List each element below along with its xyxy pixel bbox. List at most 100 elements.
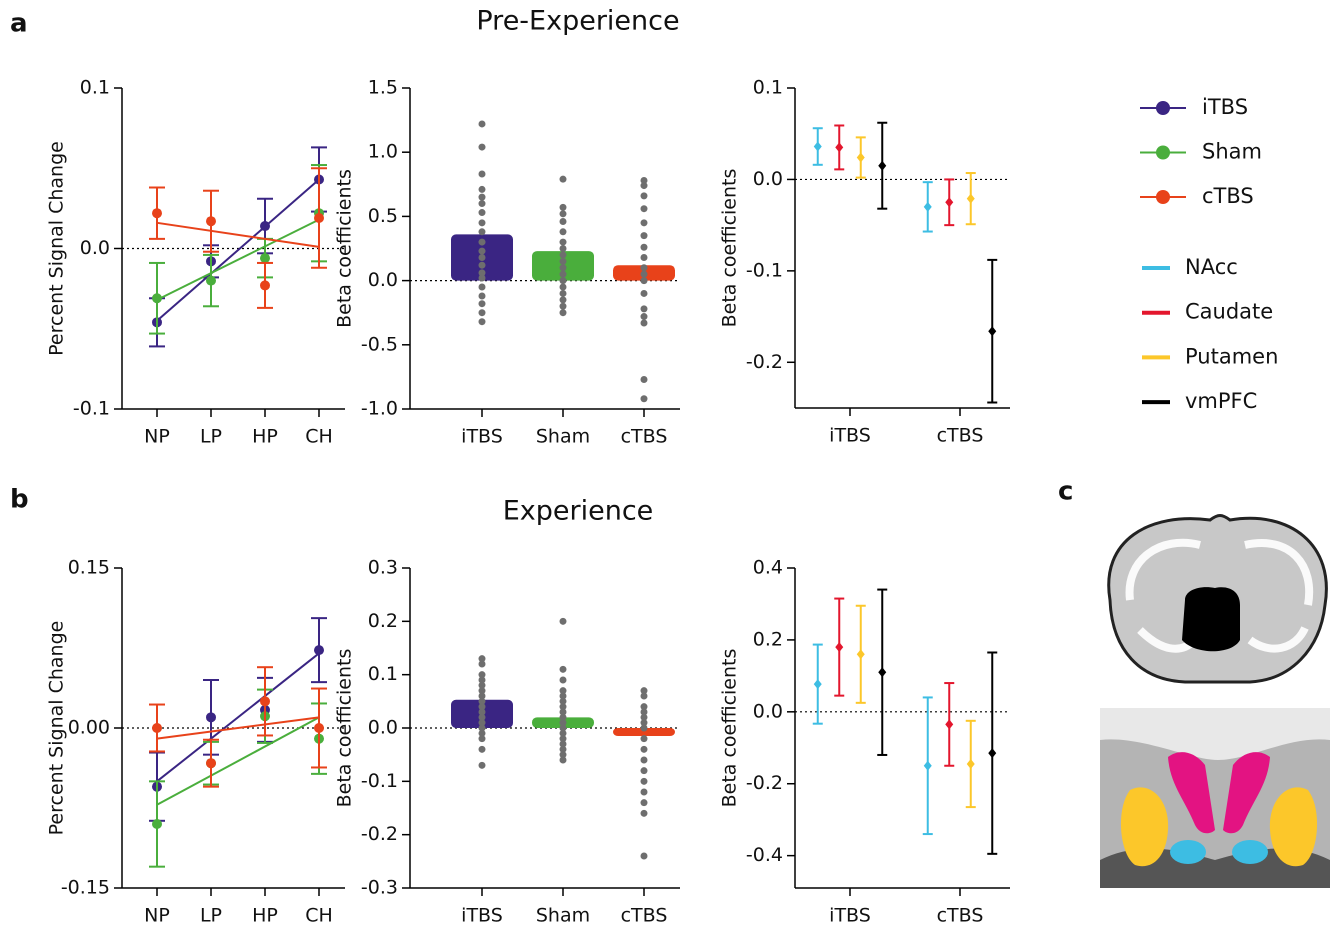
legend-label: Putamen bbox=[1185, 344, 1278, 368]
point bbox=[260, 696, 270, 706]
subject-point bbox=[641, 277, 648, 284]
x-tick-label: iTBS bbox=[461, 905, 503, 927]
subject-point bbox=[641, 376, 648, 383]
panel-label: a bbox=[10, 9, 28, 39]
subject-point bbox=[560, 296, 567, 303]
y-tick-label: -0.2 bbox=[746, 772, 783, 794]
subject-point bbox=[479, 293, 486, 300]
brain-coronal-image bbox=[1098, 508, 1330, 690]
y-tick-label: -0.3 bbox=[361, 877, 398, 899]
point bbox=[152, 723, 162, 733]
x-tick-label: iTBS bbox=[829, 425, 871, 447]
subject-point bbox=[560, 277, 567, 284]
subject-point bbox=[560, 618, 567, 625]
subject-point bbox=[641, 205, 648, 212]
x-tick-label: LP bbox=[200, 426, 222, 448]
subject-point bbox=[560, 284, 567, 291]
subject-point bbox=[479, 171, 486, 178]
subject-point bbox=[641, 810, 648, 817]
y-tick-label: 0.1 bbox=[753, 77, 783, 99]
subject-point bbox=[560, 309, 567, 316]
y-tick-label: 0.0 bbox=[753, 168, 783, 190]
y-tick-label: 0.2 bbox=[368, 610, 398, 632]
subject-point bbox=[479, 762, 486, 769]
y-tick-label: -0.15 bbox=[61, 877, 110, 899]
y-tick-label: 0.0 bbox=[368, 717, 398, 739]
y-tick-label: 0.4 bbox=[753, 557, 783, 579]
subject-point bbox=[641, 395, 648, 402]
y-tick-label: 1.5 bbox=[368, 77, 398, 99]
y-axis-label: Percent Signal Change bbox=[46, 621, 68, 836]
y-tick-label: 0.5 bbox=[368, 205, 398, 227]
y-tick-label: -0.1 bbox=[361, 770, 398, 792]
legend-marker bbox=[1156, 101, 1170, 115]
subject-point bbox=[641, 290, 648, 297]
x-tick-label: iTBS bbox=[461, 426, 503, 448]
subject-point bbox=[641, 244, 648, 251]
subject-point bbox=[479, 144, 486, 151]
point bbox=[314, 723, 324, 733]
subject-point bbox=[641, 735, 648, 742]
subject-point bbox=[641, 746, 648, 753]
subject-point bbox=[641, 725, 648, 732]
y-tick-label: -1.0 bbox=[361, 398, 398, 420]
subject-point bbox=[479, 746, 486, 753]
y-axis-label: Beta coefficients bbox=[334, 649, 356, 808]
subject-point bbox=[560, 303, 567, 310]
point bbox=[260, 221, 270, 231]
x-tick-label: CH bbox=[305, 905, 333, 927]
subject-point bbox=[560, 271, 567, 278]
x-tick-label: HP bbox=[252, 905, 278, 927]
y-tick-label: 0.2 bbox=[753, 628, 783, 650]
legend-label: vmPFC bbox=[1185, 389, 1257, 413]
subject-point bbox=[560, 666, 567, 673]
subject-point bbox=[641, 192, 648, 199]
subject-point bbox=[560, 204, 567, 211]
figure: a Pre-Experience b Experience c -0.10.00… bbox=[0, 0, 1332, 928]
x-tick-label: cTBS bbox=[621, 905, 668, 927]
legend-label: Sham bbox=[1202, 140, 1262, 164]
y-tick-label: 0.3 bbox=[368, 557, 398, 579]
y-tick-label: -0.4 bbox=[746, 844, 783, 866]
y-tick-label: 0.0 bbox=[80, 237, 110, 259]
panel-label: c bbox=[1058, 477, 1073, 507]
x-tick-label: LP bbox=[200, 905, 222, 927]
legend-label: iTBS bbox=[1202, 95, 1248, 119]
y-tick-label: 0.00 bbox=[68, 717, 110, 739]
x-tick-label: Sham bbox=[536, 905, 590, 927]
subject-point bbox=[479, 219, 486, 226]
brain-striatum-image bbox=[1100, 708, 1330, 888]
subject-point bbox=[479, 262, 486, 269]
y-tick-label: 0.15 bbox=[68, 557, 110, 579]
point bbox=[206, 276, 216, 286]
subject-point bbox=[641, 254, 648, 261]
y-tick-label: -0.2 bbox=[361, 823, 398, 845]
subject-point bbox=[641, 319, 648, 326]
point bbox=[152, 819, 162, 829]
point bbox=[260, 280, 270, 290]
subject-point bbox=[560, 218, 567, 225]
y-tick-label: 0.0 bbox=[753, 700, 783, 722]
subject-point bbox=[479, 228, 486, 235]
y-axis-label: Beta coefficients bbox=[334, 169, 356, 328]
subject-point bbox=[479, 318, 486, 325]
x-tick-label: cTBS bbox=[937, 905, 984, 927]
subject-point bbox=[560, 264, 567, 271]
subject-point bbox=[479, 200, 486, 207]
point bbox=[206, 216, 216, 226]
panel-title: Pre-Experience bbox=[476, 6, 679, 37]
x-tick-label: NP bbox=[144, 426, 170, 448]
y-axis-label: Beta coefficients bbox=[719, 169, 741, 328]
y-tick-label: 0.1 bbox=[80, 77, 110, 99]
subject-point bbox=[560, 290, 567, 297]
point bbox=[260, 253, 270, 263]
point bbox=[314, 645, 324, 655]
subject-point bbox=[479, 186, 486, 193]
subject-point bbox=[479, 309, 486, 316]
point bbox=[314, 213, 324, 223]
subject-point bbox=[479, 254, 486, 261]
y-tick-label: 0.0 bbox=[368, 269, 398, 291]
legend-label: cTBS bbox=[1202, 184, 1254, 208]
subject-point bbox=[479, 120, 486, 127]
y-tick-label: -0.1 bbox=[746, 259, 783, 281]
